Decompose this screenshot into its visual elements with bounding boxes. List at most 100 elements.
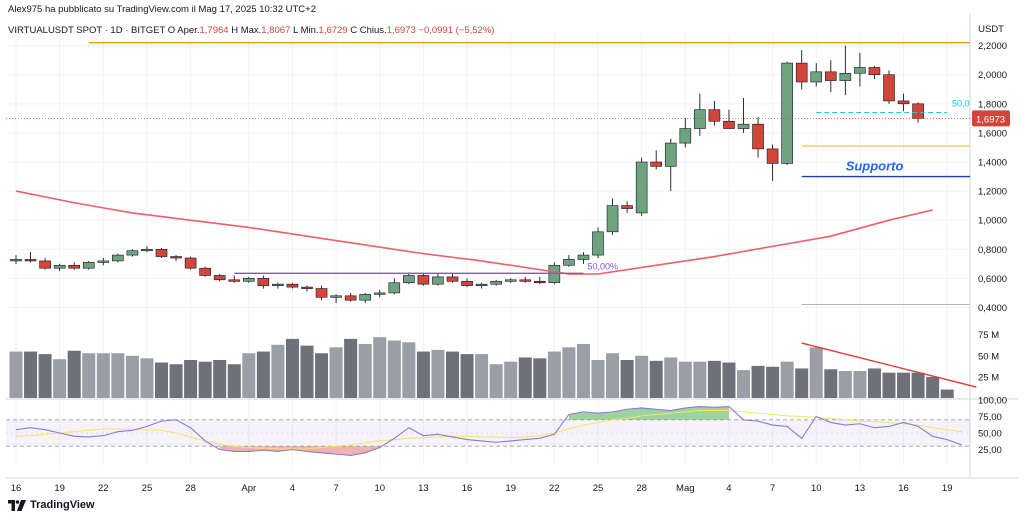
volume-bar: [329, 347, 343, 398]
candle-body: [359, 294, 372, 301]
candle-body: [97, 260, 110, 263]
candle-body: [126, 250, 139, 256]
symbol-ohlc-line: VIRTUALUSDT SPOT · 1D · BITGET O Aper.1,…: [8, 25, 494, 36]
volume-bar: [111, 353, 125, 398]
rsi-tick-label: 25,00: [978, 445, 1002, 456]
tradingview-brand[interactable]: TradingView: [8, 499, 95, 511]
price-tick-label: 1,2000: [978, 187, 1007, 198]
volume-tick-label: 75 M: [978, 330, 999, 341]
volume-bar: [707, 360, 721, 398]
candle-body: [621, 205, 633, 209]
volume-bar: [518, 357, 532, 398]
volume-bar: [693, 361, 707, 398]
volume-bar: [431, 349, 445, 398]
time-axis[interactable]: 16 19 22 25 28 Apr 4 7 10 13 16 19 22 25 28 Mag 4 7 10 13 16…: [11, 483, 953, 494]
volume-bar: [198, 361, 212, 398]
time-tick-label: 13: [418, 483, 429, 494]
high-name: Max.: [240, 25, 262, 36]
close-value: 1,6973: [386, 25, 416, 36]
open-name: Aper.: [177, 25, 200, 36]
time-tick-label: 22: [549, 483, 560, 494]
time-tick-label: 16: [11, 483, 22, 494]
volume-bar: [751, 365, 765, 398]
chart-drawings: Supporto 50,0 50,00%: [6, 42, 970, 306]
volume-bar: [155, 362, 168, 398]
price-tick-label: 1,8000: [978, 99, 1007, 110]
last-price-label: 1,6973: [976, 114, 1005, 125]
high-label: H: [231, 25, 239, 36]
volume-bar: [824, 369, 838, 398]
symbol-name[interactable]: VIRTUALUSDT SPOT · 1D · BITGET: [8, 25, 166, 36]
volume-bar: [737, 370, 750, 398]
volume-bar: [38, 354, 52, 398]
candle-body: [752, 123, 764, 150]
rsi-oversold-fill: [219, 446, 235, 452]
close-label: C: [350, 25, 358, 36]
price-tick-label: 1,6000: [978, 128, 1007, 139]
volume-bar: [315, 353, 329, 398]
candle-body: [824, 71, 837, 81]
volume-bar: [795, 368, 809, 398]
candle-body: [228, 279, 241, 282]
time-tick-label: 25: [593, 483, 604, 494]
candle-body: [388, 282, 401, 294]
rsi-overbought-fill: [656, 409, 671, 420]
volume-bar: [533, 358, 547, 398]
candle-body: [373, 292, 386, 295]
candle-body: [737, 123, 750, 129]
rsi-overbought-fill: [685, 406, 700, 420]
volume-bar: [53, 359, 67, 398]
candle-body: [446, 276, 459, 282]
candle-body: [272, 283, 284, 286]
volume-bars: [9, 337, 977, 398]
candle-body: [344, 295, 357, 301]
rsi-overbought-fill: [583, 411, 598, 420]
volume-bar: [416, 351, 430, 398]
volume-bar: [373, 337, 387, 398]
price-tick-label: 0,4000: [978, 303, 1007, 314]
time-tick-label: 16: [898, 483, 909, 494]
volume-bar: [649, 360, 663, 398]
rsi-overbought-fill: [568, 411, 584, 420]
candle-body: [112, 254, 124, 262]
candle-body: [24, 259, 37, 262]
currency-label[interactable]: USDT: [978, 24, 1004, 35]
volume-bar: [766, 366, 780, 398]
rsi-overbought-fill: [714, 406, 729, 420]
price-tick-label: 1,4000: [978, 158, 1007, 169]
change-value: −0,0991 (−5,52%): [418, 25, 495, 36]
volume-bar: [853, 370, 867, 398]
candle-body: [635, 161, 648, 214]
candle-body: [184, 257, 197, 269]
time-tick-label: 4: [290, 483, 295, 494]
support-label: Supporto: [846, 159, 904, 174]
candle-body: [577, 254, 590, 260]
price-axis[interactable]: 2,2000 2,0000 1,8000 1,6000 1,4000 1,2000 1,00…: [972, 41, 1010, 456]
candle-body: [650, 161, 663, 167]
candle-body: [301, 286, 313, 289]
volume-bar: [664, 357, 678, 398]
time-tick-label: 22: [98, 483, 109, 494]
volume-bar: [678, 361, 692, 398]
rsi-tick-label: 100,00: [978, 396, 1007, 407]
last-price-badge: [972, 110, 1010, 127]
volume-bar: [926, 376, 940, 398]
rsi-tick-label: 50,00: [978, 429, 1002, 440]
candle-body: [883, 74, 895, 102]
time-tick-label: Apr: [241, 483, 256, 494]
candle-body: [519, 279, 532, 282]
volume-bar: [838, 370, 852, 398]
time-tick-label: 13: [855, 483, 866, 494]
candle-body: [82, 262, 95, 269]
time-tick-label: 10: [811, 483, 822, 494]
volume-bar: [285, 338, 299, 398]
volume-bar: [169, 364, 183, 398]
tradingview-logo-icon: [8, 499, 26, 511]
candle-body: [170, 256, 182, 259]
volume-bar: [591, 360, 605, 398]
candle-body: [606, 205, 619, 233]
time-tick-label: 4: [726, 483, 731, 494]
brand-name: TradingView: [30, 499, 95, 511]
volume-bar: [446, 351, 459, 398]
